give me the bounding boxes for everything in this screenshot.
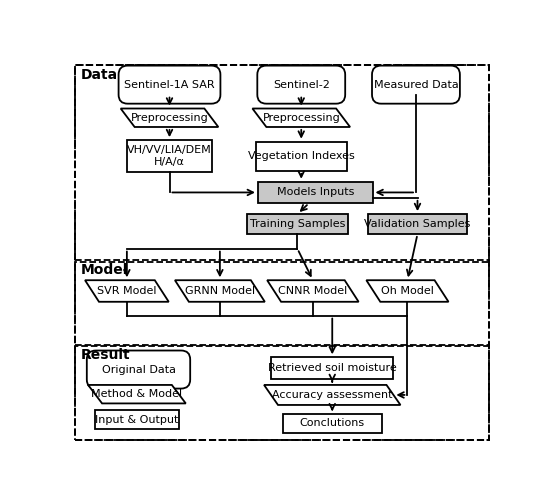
Text: CNNR Model: CNNR Model [278, 286, 348, 296]
FancyBboxPatch shape [87, 350, 190, 389]
Text: Conclutions: Conclutions [300, 418, 365, 428]
Text: Model: Model [81, 264, 129, 278]
Text: Training Samples: Training Samples [250, 219, 345, 229]
FancyBboxPatch shape [271, 357, 393, 379]
Text: Measured Data: Measured Data [373, 80, 458, 90]
Text: GRNN Model: GRNN Model [185, 286, 255, 296]
Text: Accuracy assessment: Accuracy assessment [272, 390, 393, 400]
Text: Sentinel-1A SAR: Sentinel-1A SAR [124, 80, 215, 90]
Text: SVR Model: SVR Model [97, 286, 157, 296]
Polygon shape [120, 108, 218, 127]
FancyBboxPatch shape [372, 66, 460, 104]
Text: Sentinel-2: Sentinel-2 [273, 80, 329, 90]
Text: Vegetation Indexes: Vegetation Indexes [248, 151, 355, 161]
FancyBboxPatch shape [119, 66, 221, 104]
FancyBboxPatch shape [257, 66, 345, 104]
Text: Oh Model: Oh Model [381, 286, 434, 296]
Text: Retrieved soil moisture: Retrieved soil moisture [268, 363, 397, 373]
Text: Original Data: Original Data [102, 364, 175, 374]
Text: Validation Samples: Validation Samples [364, 219, 471, 229]
Text: VH/VV/LIA/DEM
H/A/α: VH/VV/LIA/DEM H/A/α [127, 146, 212, 167]
FancyBboxPatch shape [127, 140, 212, 172]
FancyBboxPatch shape [95, 410, 179, 429]
Text: Models Inputs: Models Inputs [277, 188, 354, 198]
FancyBboxPatch shape [283, 414, 382, 432]
Polygon shape [175, 280, 265, 302]
Text: Method & Model: Method & Model [91, 389, 183, 399]
FancyBboxPatch shape [256, 142, 347, 171]
Polygon shape [366, 280, 448, 302]
FancyBboxPatch shape [258, 182, 372, 203]
Polygon shape [252, 108, 350, 127]
Text: Data: Data [81, 68, 118, 82]
Polygon shape [264, 385, 400, 405]
FancyBboxPatch shape [368, 214, 467, 234]
Text: Preprocessing: Preprocessing [262, 113, 340, 122]
Text: Result: Result [81, 348, 131, 362]
Polygon shape [85, 280, 169, 302]
Polygon shape [88, 385, 186, 404]
Text: Preprocessing: Preprocessing [131, 113, 208, 122]
FancyBboxPatch shape [247, 214, 348, 234]
Polygon shape [267, 280, 359, 302]
Text: Input & Output: Input & Output [95, 414, 179, 424]
